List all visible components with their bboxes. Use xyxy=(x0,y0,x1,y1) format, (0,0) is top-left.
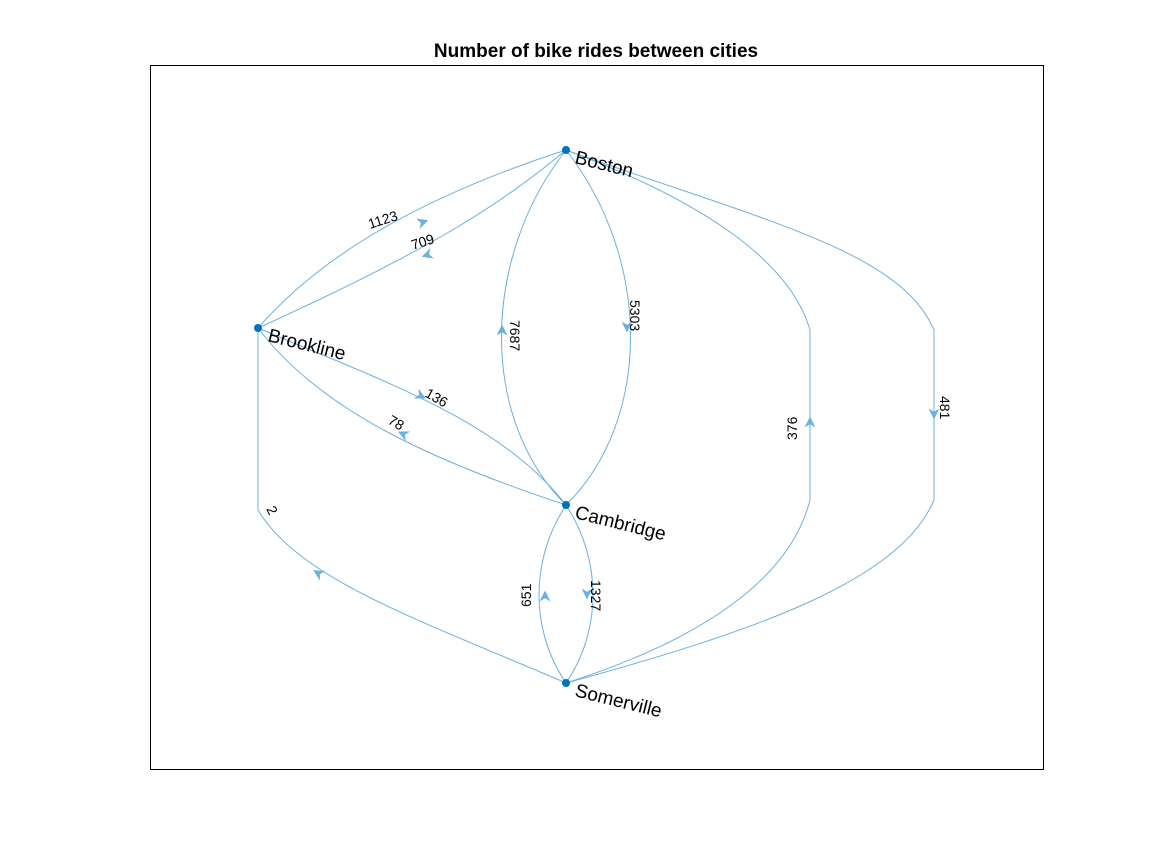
chart-title: Number of bike rides between cities xyxy=(434,41,758,62)
edge-label-481: 481 xyxy=(937,396,953,420)
node-brookline[interactable] xyxy=(254,324,262,332)
edge-cambridge-brookline xyxy=(257,327,567,506)
edge-label-709: 709 xyxy=(409,230,436,253)
edge-label-651: 651 xyxy=(518,583,534,607)
node-somerville[interactable] xyxy=(562,679,570,687)
edge-label-78: 78 xyxy=(386,412,408,434)
edge-cambridge-somerville xyxy=(565,504,594,684)
edge-cambridge-boston xyxy=(501,149,567,506)
edge-brookline-boston xyxy=(257,149,567,329)
node-boston[interactable] xyxy=(562,146,570,154)
edge-brookline-cambridge xyxy=(257,327,567,506)
plot-area xyxy=(150,65,1044,770)
edge-layer: 1123 709 7687 5303 136 78 2 651 1327 xyxy=(257,149,953,684)
edge-somerville-cambridge xyxy=(538,504,567,684)
node-cambridge[interactable] xyxy=(562,501,570,509)
edge-boston-brookline xyxy=(257,149,567,329)
edge-boston-cambridge xyxy=(565,149,631,506)
edge-label-7687: 7687 xyxy=(507,320,523,351)
edge-label-376: 376 xyxy=(784,416,800,440)
edge-label-5303: 5303 xyxy=(627,300,643,331)
edge-somerville-brookline xyxy=(257,328,567,684)
edge-somerville-boston xyxy=(565,149,811,684)
edge-label-1327: 1327 xyxy=(588,580,604,611)
